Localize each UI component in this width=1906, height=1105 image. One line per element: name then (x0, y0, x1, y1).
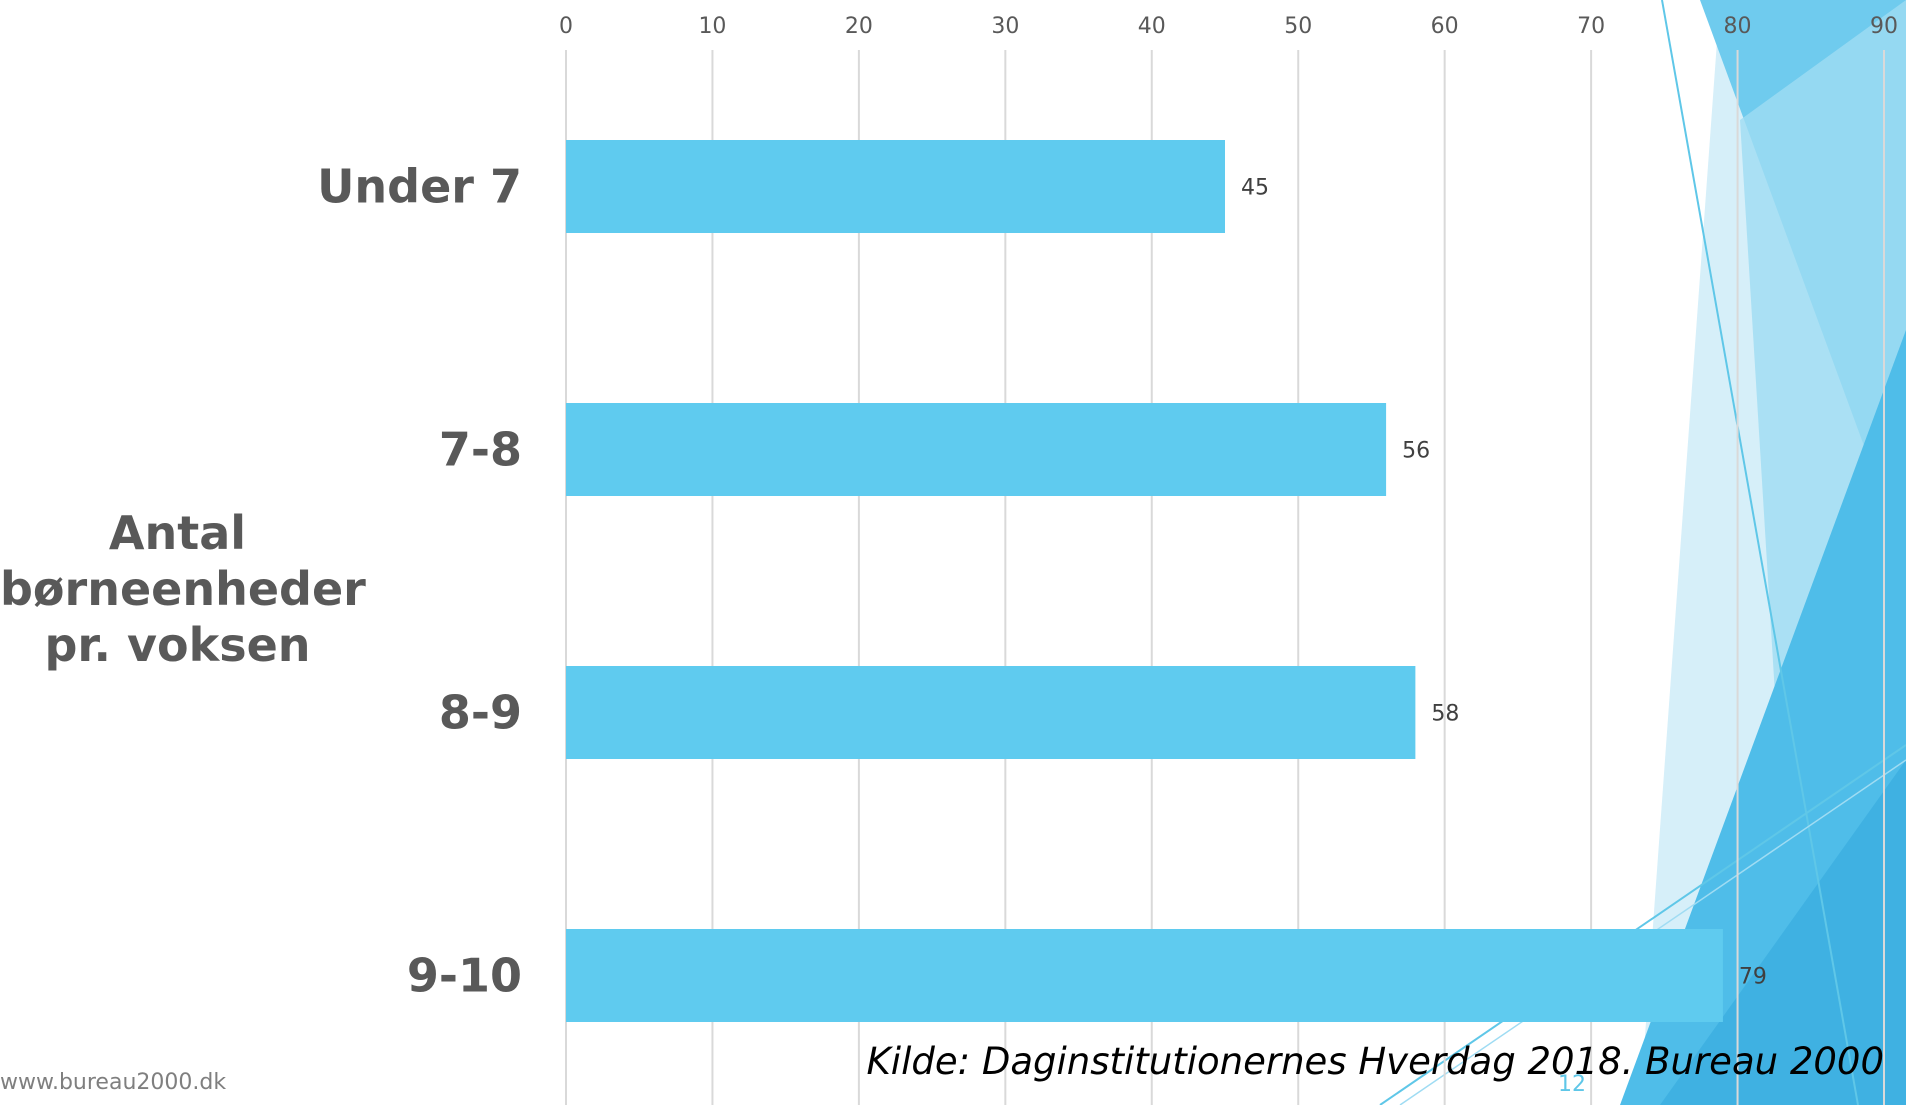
category-label: 8-9 (439, 686, 522, 740)
bar-value-label: 56 (1402, 439, 1430, 464)
y-axis-title: Antal børneenheder pr. voksen (0, 506, 366, 672)
bar-value-label: 58 (1431, 702, 1459, 727)
x-tick-label: 90 (1870, 14, 1898, 39)
x-tick-label: 60 (1431, 14, 1459, 39)
x-tick-label: 80 (1724, 14, 1752, 39)
bar (566, 403, 1387, 496)
bars (566, 140, 1723, 1022)
bar-value-label: 79 (1739, 965, 1767, 990)
bar (566, 666, 1416, 759)
deco-line-1 (1661, 0, 1859, 1105)
x-tick-label: 30 (991, 14, 1019, 39)
bar-value-label: 45 (1241, 176, 1269, 201)
page-number: 12 (1558, 1072, 1586, 1097)
x-tick-label: 0 (559, 14, 573, 39)
category-label: 7-8 (439, 423, 522, 477)
x-tick-label: 40 (1138, 14, 1166, 39)
deco-line-2 (1379, 744, 1906, 1105)
category-label: 9-10 (407, 949, 522, 1003)
x-tick-label: 20 (845, 14, 873, 39)
website-footer: www.bureau2000.dk (0, 1070, 227, 1095)
source-caption: Kilde: Daginstitutionernes Hverdag 2018.… (866, 1040, 1884, 1083)
x-tick-label: 50 (1284, 14, 1312, 39)
x-tick-label: 70 (1577, 14, 1605, 39)
labels: 0 10 20 30 40 50 60 70 80 90 45 Under 7 56 7-8 58 8-9 79… (317, 14, 1898, 1003)
bar (566, 140, 1225, 233)
bar (566, 929, 1723, 1022)
x-tick-label: 10 (698, 14, 726, 39)
category-label: Under 7 (317, 160, 522, 214)
